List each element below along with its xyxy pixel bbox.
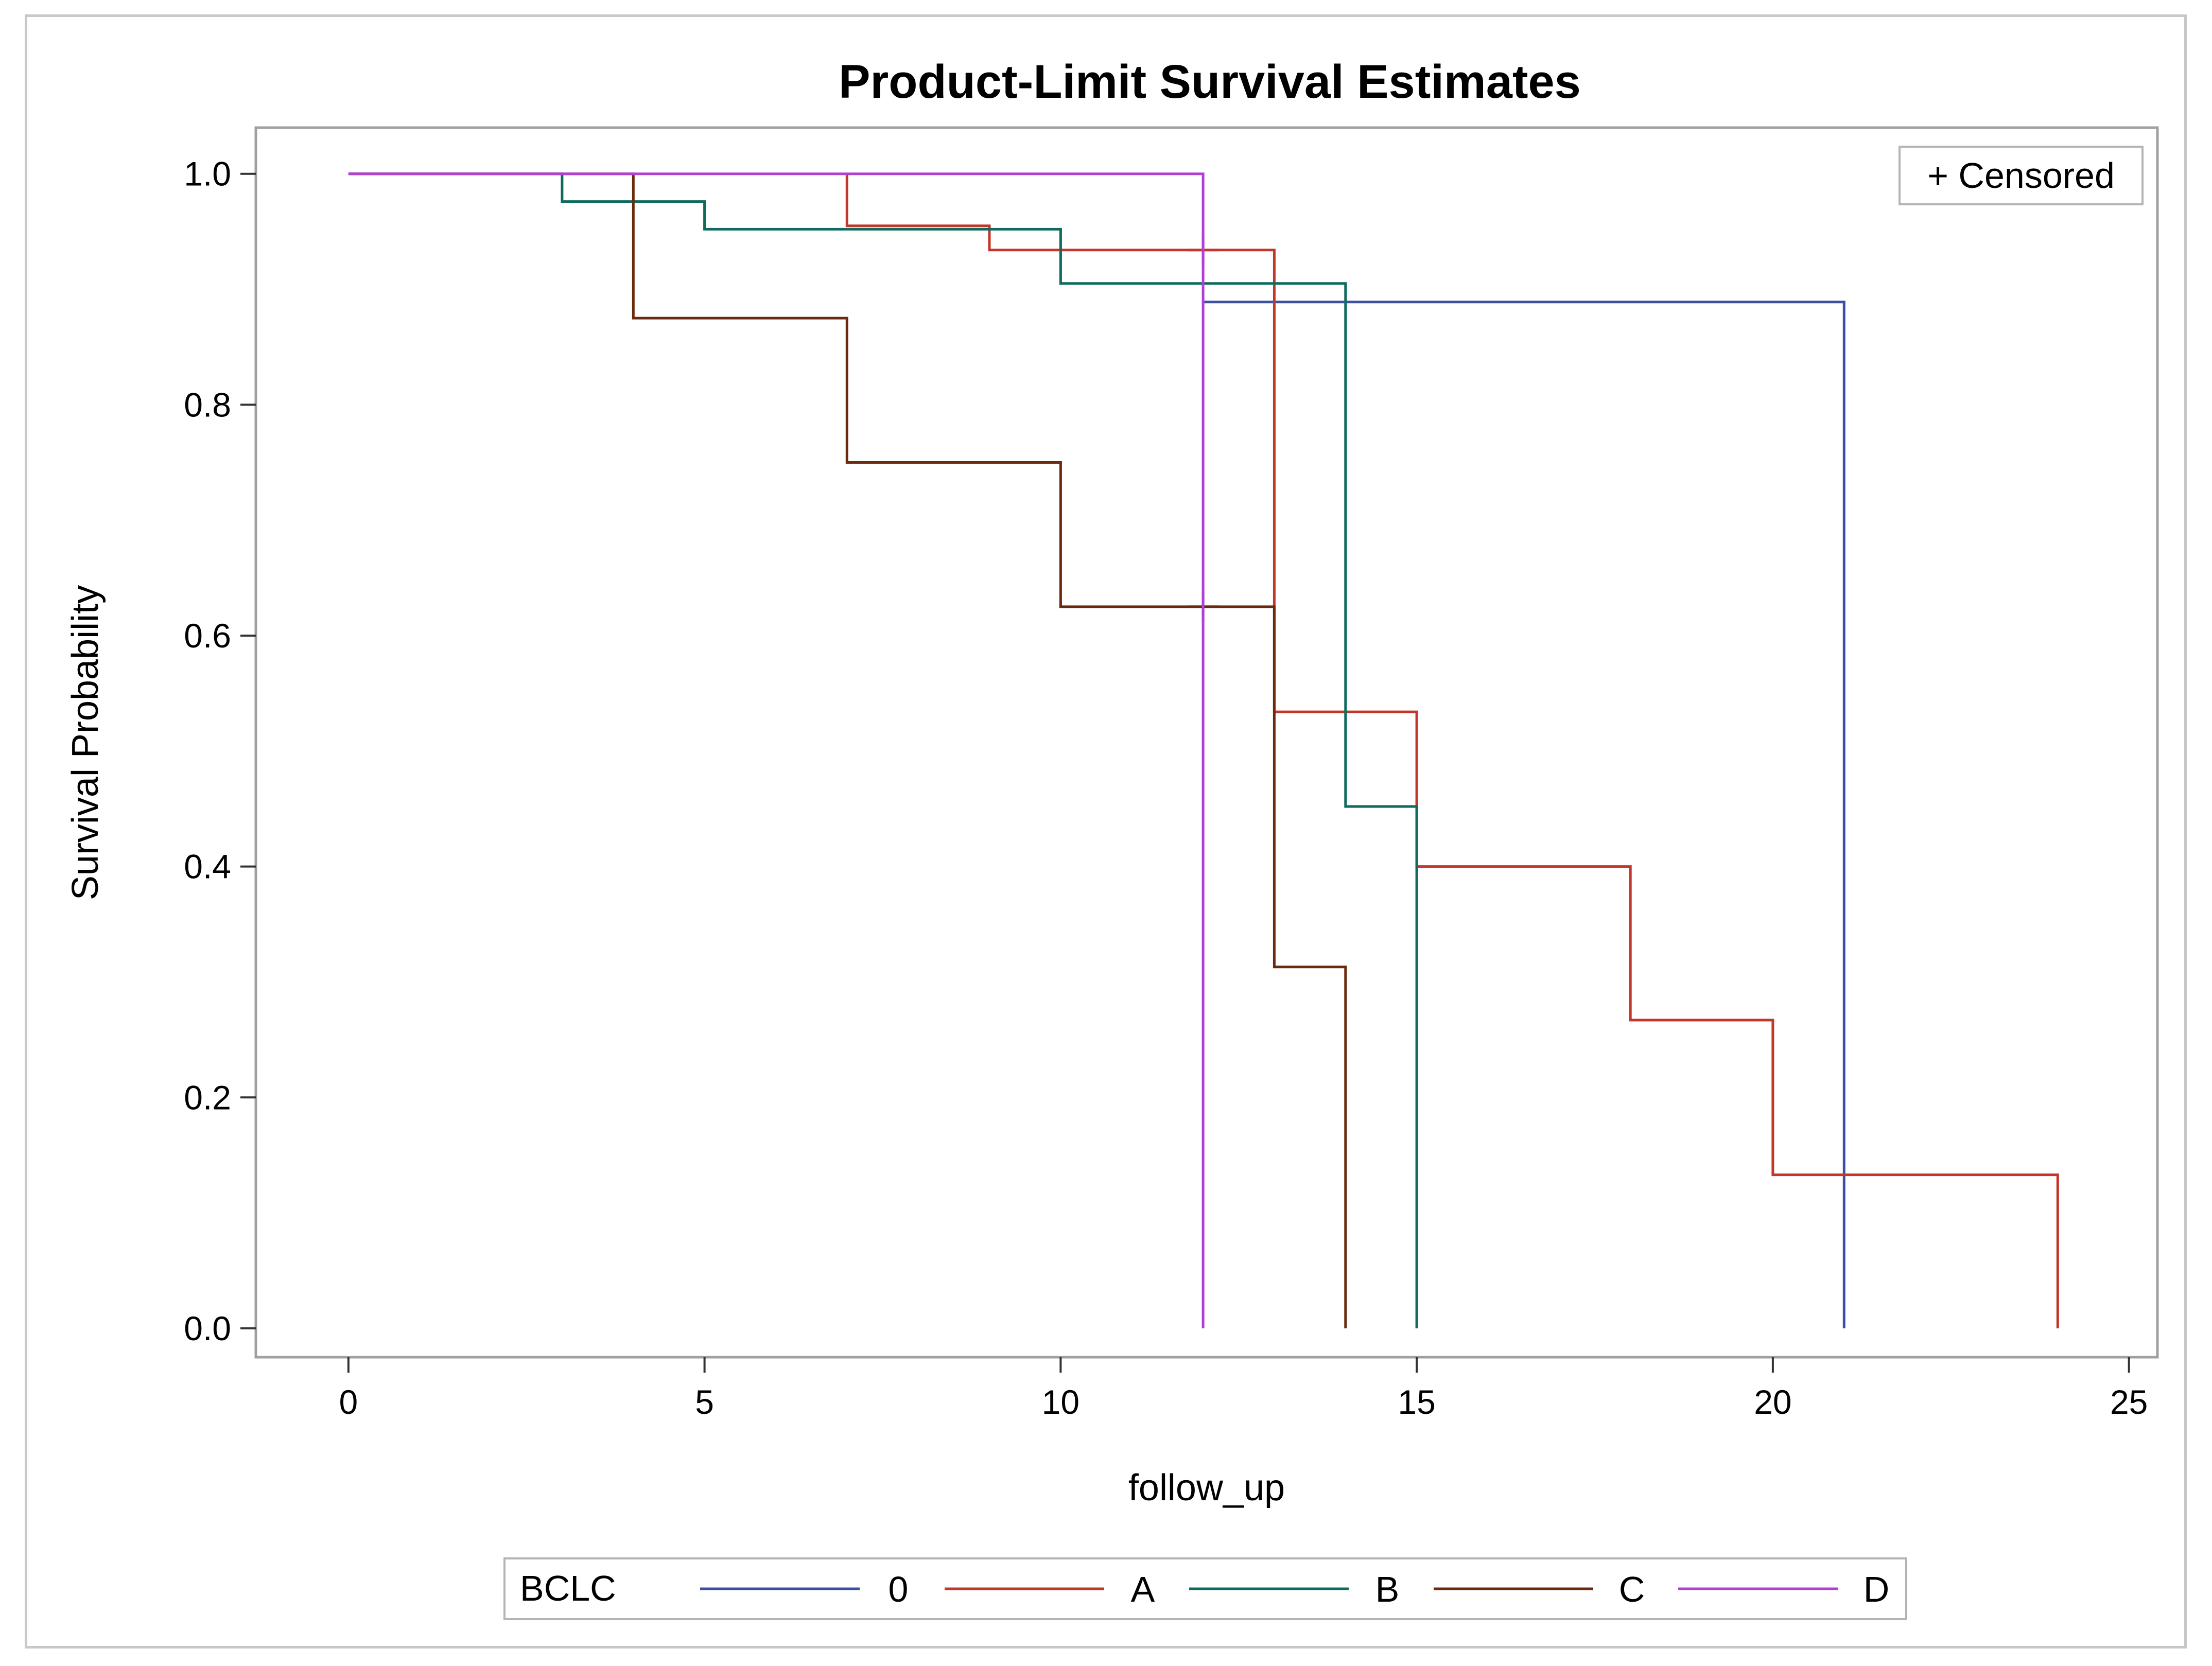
legend-label-c: C [1619,1569,1645,1609]
censored-legend-label: + Censored [1927,155,2115,196]
y-tick-label: 0.4 [184,848,231,886]
y-axis-label: Survival Probability [65,585,106,900]
x-tick-label: 20 [1754,1383,1791,1421]
y-axis: 0.0 0.2 0.4 0.6 0.8 1.0 [184,155,256,1347]
x-tick-label: 5 [695,1383,714,1421]
curve-b [348,172,1418,1328]
x-tick-label: 25 [2110,1383,2148,1421]
curve-a [845,173,2059,1328]
survival-curves [348,172,2059,1328]
x-tick-label: 15 [1398,1383,1435,1421]
censored-legend: + Censored [1899,146,2144,205]
x-tick-label: 10 [1042,1383,1079,1421]
x-axis: 0 5 10 15 20 25 [339,1357,2148,1421]
legend-label-b: B [1375,1569,1400,1609]
x-axis-label: follow_up [1128,1467,1285,1509]
y-tick-label: 1.0 [184,155,231,193]
y-tick-label: 0.2 [184,1078,231,1116]
y-tick-label: 0.8 [184,385,231,424]
y-tick-label: 0.6 [184,617,231,655]
x-tick-label: 0 [339,1383,358,1421]
y-tick-label: 0.0 [184,1309,231,1347]
legend-label-0: 0 [889,1569,909,1609]
legend-label-a: A [1131,1569,1155,1609]
curve-0 [1203,301,1845,1328]
censored-legend-box [1899,146,2144,205]
plot-area [254,126,2159,1359]
legend-label-d: D [1863,1569,1890,1609]
legend-title: BCLC [520,1568,616,1608]
legend: BCLC 0 A B C D [503,1557,1907,1620]
chart-title: Product-Limit Survival Estimates [839,56,1581,108]
curve-d [348,172,1205,1328]
curve-c [348,172,1347,1328]
